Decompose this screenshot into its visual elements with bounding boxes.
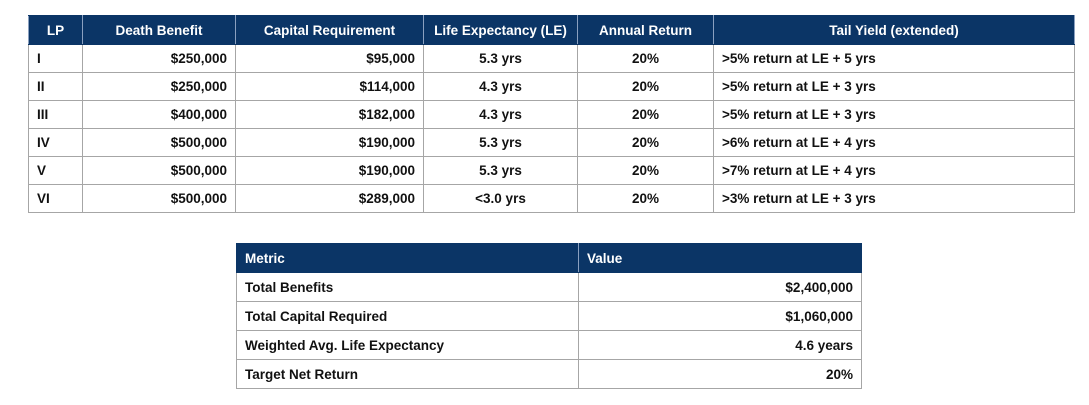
- header-life-expectancy: Life Expectancy (LE): [423, 15, 578, 45]
- cell-tail-yield: >6% return at LE + 4 yrs: [713, 128, 1075, 157]
- table-row: IV $500,000 $190,000 5.3 yrs 20% >6% ret…: [28, 128, 1075, 157]
- cell-capital-requirement: $190,000: [235, 156, 424, 185]
- table-row: Total Benefits $2,400,000: [236, 272, 862, 302]
- cell-metric: Total Capital Required: [236, 301, 579, 331]
- cell-tail-yield: >7% return at LE + 4 yrs: [713, 156, 1075, 185]
- cell-death-benefit: $500,000: [82, 184, 236, 213]
- table-row: III $400,000 $182,000 4.3 yrs 20% >5% re…: [28, 100, 1075, 129]
- cell-value: 4.6 years: [578, 330, 862, 360]
- cell-value: $2,400,000: [578, 272, 862, 302]
- cell-lp: VI: [28, 184, 83, 213]
- cell-life-expectancy: 5.3 yrs: [423, 44, 578, 73]
- cell-life-expectancy: <3.0 yrs: [423, 184, 578, 213]
- cell-capital-requirement: $190,000: [235, 128, 424, 157]
- cell-life-expectancy: 4.3 yrs: [423, 100, 578, 129]
- header-annual-return: Annual Return: [577, 15, 714, 45]
- cell-life-expectancy: 4.3 yrs: [423, 72, 578, 101]
- cell-lp: V: [28, 156, 83, 185]
- cell-death-benefit: $250,000: [82, 44, 236, 73]
- cell-tail-yield: >3% return at LE + 3 yrs: [713, 184, 1075, 213]
- cell-annual-return: 20%: [577, 72, 714, 101]
- summary-table-header-row: Metric Value: [236, 243, 862, 273]
- cell-value: 20%: [578, 359, 862, 389]
- cell-metric: Total Benefits: [236, 272, 579, 302]
- table-row: I $250,000 $95,000 5.3 yrs 20% >5% retur…: [28, 44, 1075, 73]
- cell-death-benefit: $250,000: [82, 72, 236, 101]
- lp-table-header-row: LP Death Benefit Capital Requirement Lif…: [28, 15, 1075, 45]
- cell-annual-return: 20%: [577, 184, 714, 213]
- cell-lp: III: [28, 100, 83, 129]
- header-metric: Metric: [236, 243, 579, 273]
- cell-tail-yield: >5% return at LE + 3 yrs: [713, 100, 1075, 129]
- summary-table: Metric Value Total Benefits $2,400,000 T…: [236, 243, 862, 389]
- cell-tail-yield: >5% return at LE + 3 yrs: [713, 72, 1075, 101]
- table-row: VI $500,000 $289,000 <3.0 yrs 20% >3% re…: [28, 184, 1075, 213]
- cell-life-expectancy: 5.3 yrs: [423, 128, 578, 157]
- cell-annual-return: 20%: [577, 156, 714, 185]
- header-death-benefit: Death Benefit: [82, 15, 236, 45]
- cell-capital-requirement: $289,000: [235, 184, 424, 213]
- cell-death-benefit: $400,000: [82, 100, 236, 129]
- header-tail-yield: Tail Yield (extended): [713, 15, 1075, 45]
- cell-value: $1,060,000: [578, 301, 862, 331]
- table-row: Weighted Avg. Life Expectancy 4.6 years: [236, 330, 862, 360]
- cell-lp: II: [28, 72, 83, 101]
- cell-capital-requirement: $182,000: [235, 100, 424, 129]
- cell-life-expectancy: 5.3 yrs: [423, 156, 578, 185]
- cell-lp: I: [28, 44, 83, 73]
- cell-death-benefit: $500,000: [82, 156, 236, 185]
- lp-table: LP Death Benefit Capital Requirement Lif…: [28, 15, 1075, 213]
- table-row: Total Capital Required $1,060,000: [236, 301, 862, 331]
- header-value: Value: [578, 243, 862, 273]
- table-row: Target Net Return 20%: [236, 359, 862, 389]
- cell-annual-return: 20%: [577, 100, 714, 129]
- cell-tail-yield: >5% return at LE + 5 yrs: [713, 44, 1075, 73]
- cell-annual-return: 20%: [577, 44, 714, 73]
- cell-capital-requirement: $114,000: [235, 72, 424, 101]
- cell-death-benefit: $500,000: [82, 128, 236, 157]
- cell-annual-return: 20%: [577, 128, 714, 157]
- cell-metric: Target Net Return: [236, 359, 579, 389]
- table-row: II $250,000 $114,000 4.3 yrs 20% >5% ret…: [28, 72, 1075, 101]
- cell-metric: Weighted Avg. Life Expectancy: [236, 330, 579, 360]
- cell-lp: IV: [28, 128, 83, 157]
- header-lp: LP: [28, 15, 83, 45]
- header-capital-requirement: Capital Requirement: [235, 15, 424, 45]
- cell-capital-requirement: $95,000: [235, 44, 424, 73]
- table-row: V $500,000 $190,000 5.3 yrs 20% >7% retu…: [28, 156, 1075, 185]
